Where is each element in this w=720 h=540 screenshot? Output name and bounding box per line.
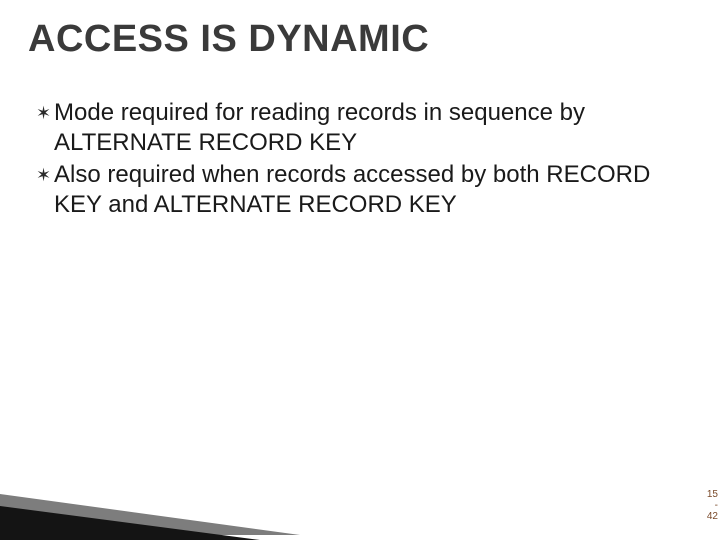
page-number: 15 - 42: [707, 489, 718, 522]
bullet-list: ✶ Mode required for reading records in s…: [36, 98, 688, 222]
bullet-text: Also required when records accessed by b…: [54, 160, 688, 220]
list-item: ✶ Also required when records accessed by…: [36, 160, 688, 220]
slide-title: ACCESS IS DYNAMIC: [28, 18, 429, 61]
page-number-top: 15: [707, 489, 718, 500]
list-item: ✶ Mode required for reading records in s…: [36, 98, 688, 158]
page-number-mid: -: [707, 500, 718, 511]
slide-decoration: [0, 460, 360, 540]
bullet-icon: ✶: [36, 98, 54, 128]
page-number-bottom: 42: [707, 511, 718, 522]
slide: ACCESS IS DYNAMIC ✶ Mode required for re…: [0, 0, 720, 540]
bullet-text: Mode required for reading records in seq…: [54, 98, 688, 158]
bullet-icon: ✶: [36, 160, 54, 190]
